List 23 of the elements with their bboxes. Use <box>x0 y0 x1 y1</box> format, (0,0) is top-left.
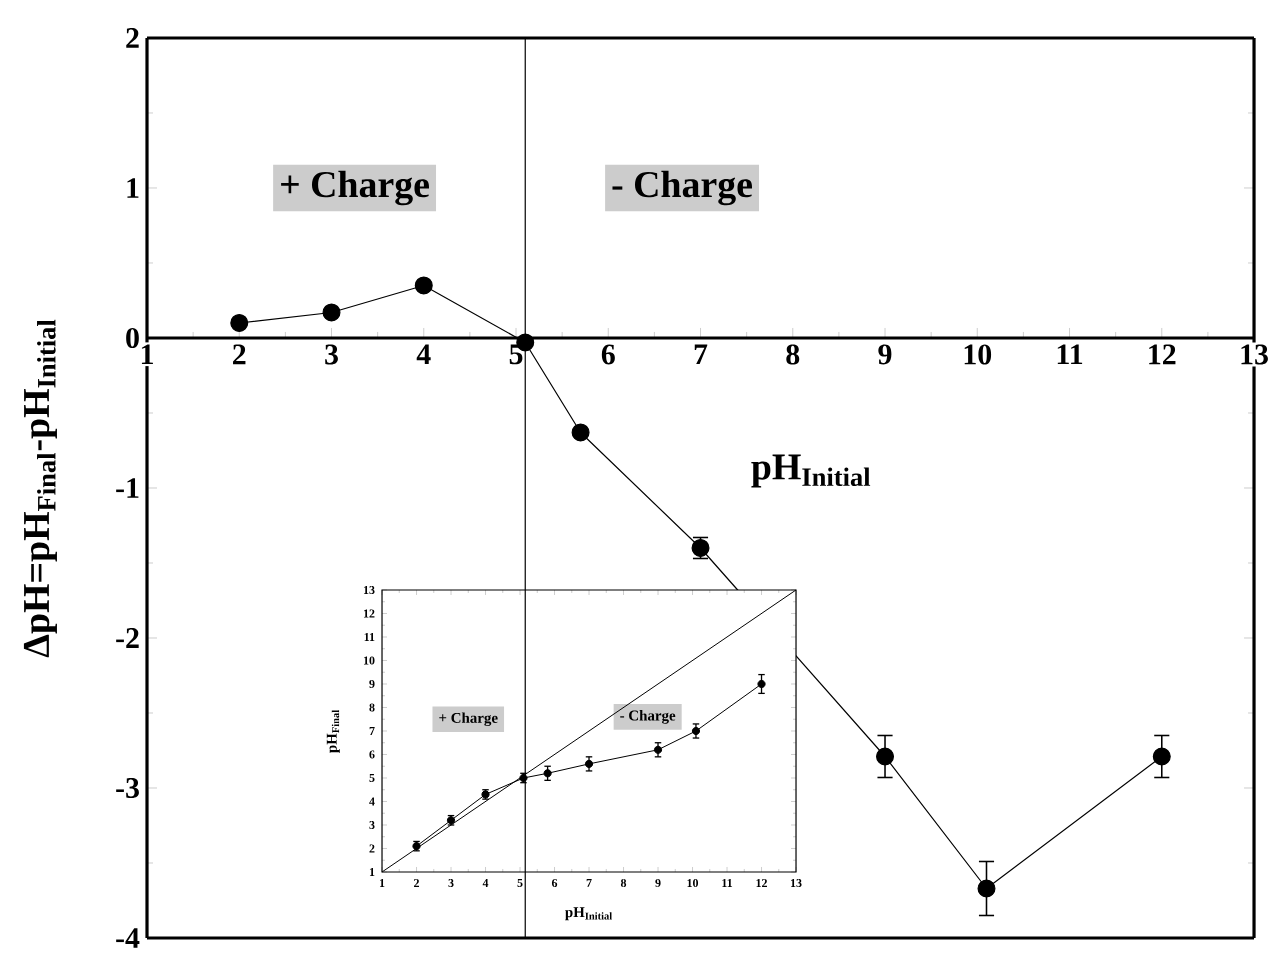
x-tick-label: 2 <box>233 344 246 364</box>
x-tick-label: 12 <box>1149 344 1176 364</box>
x-tick-label: 6 <box>601 344 615 365</box>
annotation: + Charge <box>281 170 429 206</box>
x-tick-label: 3 <box>325 344 338 365</box>
x-tick-label: 9 <box>878 344 892 365</box>
x-axis-title: pH$_{Initial}$ <box>751 454 871 488</box>
y-tick-label: -3 <box>116 777 139 798</box>
x-tick-label: 11 <box>1057 344 1083 364</box>
y-tick-label: -1 <box>116 477 139 498</box>
y-tick-label: 1 <box>127 177 139 198</box>
annotation: - Charge <box>612 170 752 206</box>
y-axis-title: ΔpH=pH$_{Final}$-pH$_{Initial}$ <box>23 319 57 657</box>
y-tick-label: 2 <box>126 27 139 48</box>
x-tick-label: 8 <box>786 344 800 365</box>
y-tick-label: -4 <box>116 927 140 948</box>
x-tick-label: 10 <box>964 344 992 365</box>
y-tick-label: 0 <box>126 327 139 348</box>
x-tick-label: 7 <box>694 344 708 364</box>
x-tick-label: 1 <box>141 344 153 364</box>
x-tick-label: 13 <box>1241 344 1268 365</box>
x-tick-label: 4 <box>416 344 431 364</box>
y-tick-label: -2 <box>116 627 139 648</box>
